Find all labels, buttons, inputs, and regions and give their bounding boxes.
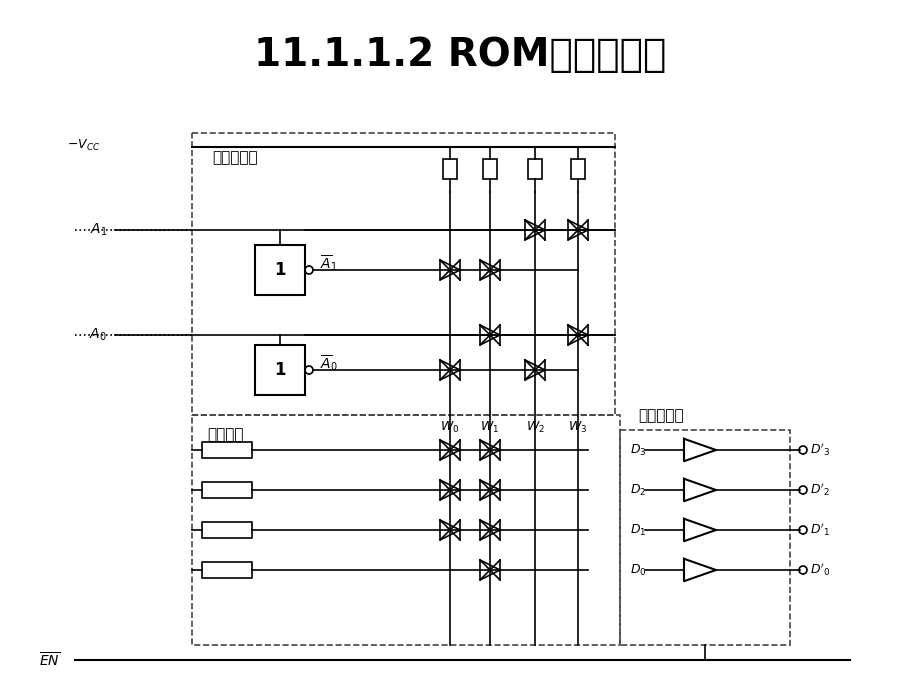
Text: $D'_0$: $D'_0$ xyxy=(809,562,830,578)
Bar xyxy=(482,159,496,179)
Bar xyxy=(619,430,789,645)
Polygon shape xyxy=(683,559,715,581)
Text: 输出缓冲器: 输出缓冲器 xyxy=(637,408,683,424)
Polygon shape xyxy=(683,479,715,501)
Polygon shape xyxy=(683,439,715,461)
Text: 1: 1 xyxy=(274,361,286,379)
Text: $D'_3$: $D'_3$ xyxy=(809,442,829,458)
Polygon shape xyxy=(683,519,715,541)
Text: $-V_{CC}$: $-V_{CC}$ xyxy=(67,137,100,152)
Text: $\overline{A}_1$: $\overline{A}_1$ xyxy=(320,253,337,273)
Text: $\overline{A}_0$: $\overline{A}_0$ xyxy=(320,353,337,373)
Text: $\overline{EN}$: $\overline{EN}$ xyxy=(39,651,60,669)
Bar xyxy=(202,522,252,538)
Text: 存储矩阵: 存储矩阵 xyxy=(207,428,244,442)
Bar xyxy=(255,245,305,295)
Bar xyxy=(571,159,584,179)
Bar xyxy=(202,482,252,498)
Text: $A_1$: $A_1$ xyxy=(89,221,107,238)
Text: $D_1$: $D_1$ xyxy=(630,522,646,538)
Bar xyxy=(202,562,252,578)
Text: $D'_2$: $D'_2$ xyxy=(809,482,829,498)
Text: 地址译码器: 地址译码器 xyxy=(211,150,257,166)
Bar xyxy=(255,345,305,395)
Text: $D_0$: $D_0$ xyxy=(630,562,646,578)
Text: $W_2$: $W_2$ xyxy=(525,420,544,435)
Bar xyxy=(443,159,457,179)
Bar xyxy=(202,442,252,458)
Text: $W_0$: $W_0$ xyxy=(440,420,460,435)
Text: $W_3$: $W_3$ xyxy=(568,420,587,435)
Bar xyxy=(192,415,619,645)
Text: $D_2$: $D_2$ xyxy=(630,482,645,497)
Text: $W_1$: $W_1$ xyxy=(480,420,499,435)
Text: 11.1.1.2 ROM的工作原理: 11.1.1.2 ROM的工作原理 xyxy=(254,36,665,74)
Text: $D_3$: $D_3$ xyxy=(630,442,646,457)
Bar xyxy=(192,133,614,415)
Bar xyxy=(528,159,541,179)
Text: 1: 1 xyxy=(274,261,286,279)
Text: $D'_1$: $D'_1$ xyxy=(809,522,829,538)
Text: $A_0$: $A_0$ xyxy=(89,327,107,343)
